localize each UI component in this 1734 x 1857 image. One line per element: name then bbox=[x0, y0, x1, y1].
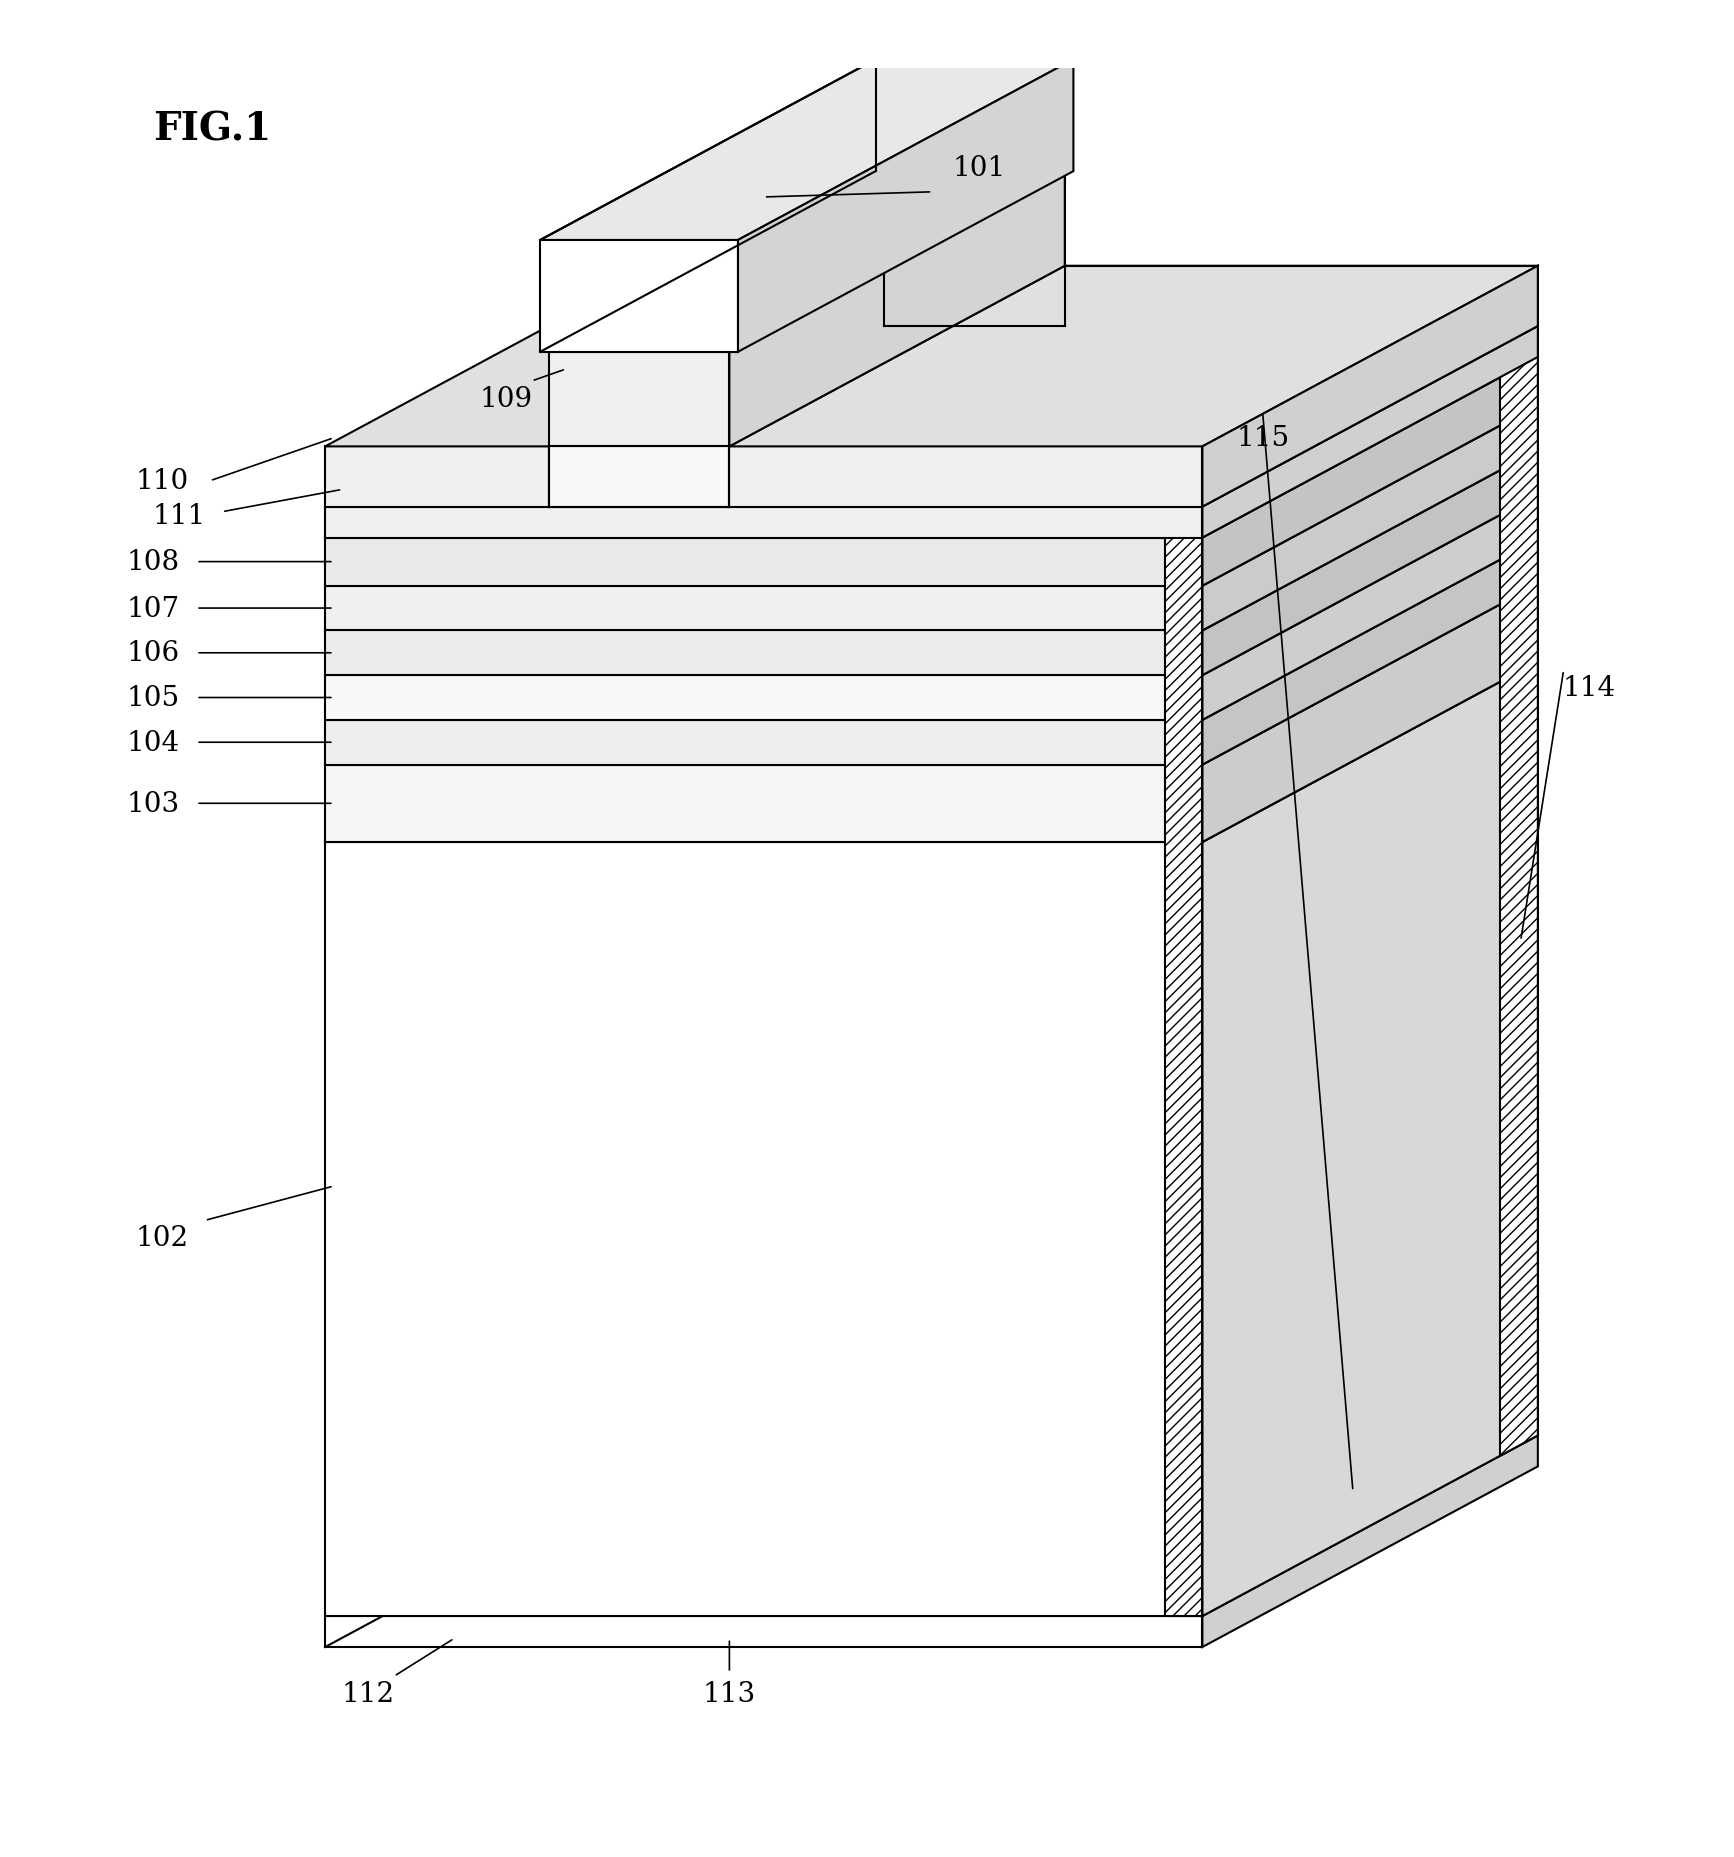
Polygon shape bbox=[326, 631, 1202, 676]
Text: 103: 103 bbox=[127, 791, 180, 817]
Text: 112: 112 bbox=[342, 1681, 395, 1707]
Text: FIG.1: FIG.1 bbox=[153, 110, 272, 149]
Polygon shape bbox=[326, 765, 1202, 843]
Polygon shape bbox=[730, 267, 1538, 448]
Polygon shape bbox=[541, 59, 1073, 241]
Text: 102: 102 bbox=[135, 1224, 189, 1252]
Polygon shape bbox=[326, 267, 884, 448]
Polygon shape bbox=[326, 507, 1202, 539]
Polygon shape bbox=[326, 496, 1538, 676]
Polygon shape bbox=[739, 59, 1073, 353]
Polygon shape bbox=[326, 448, 548, 507]
Polygon shape bbox=[1202, 1435, 1538, 1647]
Text: 111: 111 bbox=[153, 503, 206, 529]
Text: 108: 108 bbox=[127, 550, 180, 576]
Polygon shape bbox=[326, 327, 1538, 507]
Polygon shape bbox=[1202, 540, 1538, 765]
Polygon shape bbox=[1202, 407, 1538, 631]
Polygon shape bbox=[326, 1616, 1202, 1647]
Polygon shape bbox=[1202, 663, 1538, 1616]
Text: 110: 110 bbox=[135, 468, 189, 496]
Text: 113: 113 bbox=[702, 1681, 756, 1707]
Polygon shape bbox=[326, 1435, 1538, 1616]
Polygon shape bbox=[326, 451, 1538, 631]
Polygon shape bbox=[326, 721, 1202, 765]
Polygon shape bbox=[1202, 585, 1538, 843]
Text: 104: 104 bbox=[127, 730, 180, 756]
Polygon shape bbox=[548, 353, 730, 448]
Polygon shape bbox=[326, 843, 1202, 1616]
Polygon shape bbox=[548, 173, 1065, 353]
Polygon shape bbox=[326, 587, 1202, 631]
Polygon shape bbox=[548, 448, 730, 507]
Polygon shape bbox=[326, 539, 1202, 587]
Text: 109: 109 bbox=[479, 386, 532, 412]
Polygon shape bbox=[326, 676, 1202, 721]
Polygon shape bbox=[326, 663, 1538, 843]
Polygon shape bbox=[1202, 267, 1538, 507]
Polygon shape bbox=[326, 358, 1538, 539]
Polygon shape bbox=[1202, 327, 1538, 539]
Text: 115: 115 bbox=[1236, 425, 1288, 451]
Polygon shape bbox=[730, 448, 1202, 507]
Polygon shape bbox=[541, 241, 739, 353]
Polygon shape bbox=[730, 173, 1065, 448]
Text: 114: 114 bbox=[1562, 674, 1616, 702]
Polygon shape bbox=[1202, 358, 1538, 587]
Polygon shape bbox=[1500, 267, 1538, 1456]
Text: 106: 106 bbox=[127, 641, 180, 667]
Polygon shape bbox=[1202, 496, 1538, 721]
Polygon shape bbox=[1202, 451, 1538, 676]
Polygon shape bbox=[326, 407, 1538, 587]
Polygon shape bbox=[326, 540, 1538, 721]
Text: 105: 105 bbox=[127, 685, 180, 711]
Text: 101: 101 bbox=[952, 156, 1006, 182]
Text: 107: 107 bbox=[127, 596, 180, 622]
Polygon shape bbox=[1165, 448, 1202, 1616]
Polygon shape bbox=[326, 585, 1538, 765]
